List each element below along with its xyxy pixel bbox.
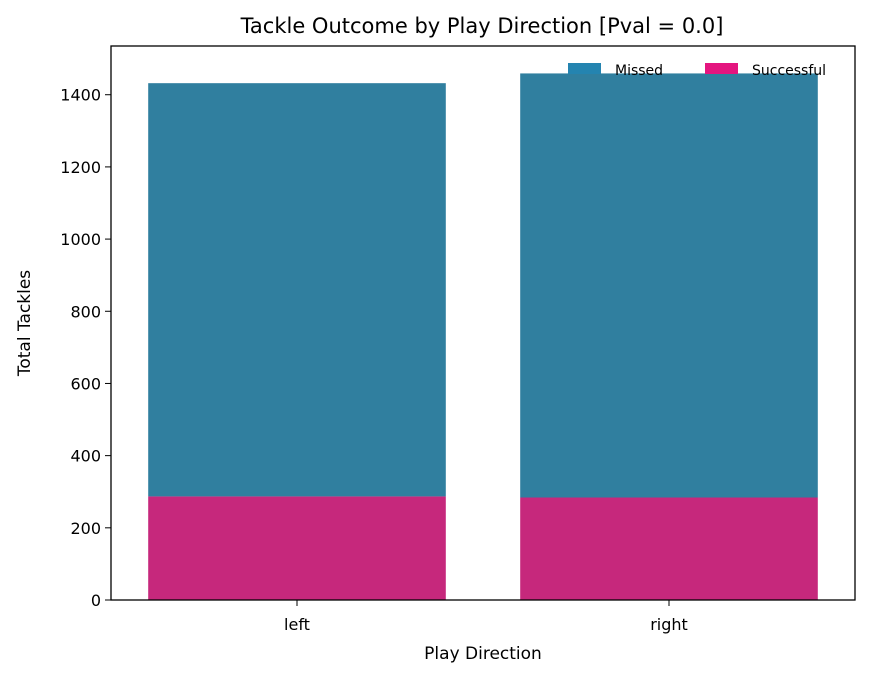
y-tick-label: 600 — [70, 374, 101, 393]
y-tick-label: 800 — [70, 302, 101, 321]
plot-frame — [110, 45, 856, 601]
y-tick-label: 1000 — [60, 230, 101, 249]
legend: Missed Successful — [568, 63, 826, 79]
chart-title: Tackle Outcome by Play Direction [Pval =… — [240, 14, 724, 38]
legend-label-successful: Successful — [752, 63, 826, 79]
y-axis: 0 200 400 600 800 1000 1200 1400 — [60, 86, 111, 610]
plot-area — [148, 73, 818, 600]
legend-swatch-missed — [568, 63, 601, 74]
y-tick-label: 0 — [91, 591, 101, 610]
x-axis: left right — [284, 600, 688, 634]
legend-label-missed: Missed — [615, 63, 663, 79]
y-tick-label: 1400 — [60, 86, 101, 105]
legend-swatch-successful — [705, 63, 738, 74]
y-tick-label: 200 — [70, 519, 101, 538]
y-tick-label: 400 — [70, 447, 101, 466]
bar-missed-right — [520, 73, 818, 498]
x-tick-label-left: left — [284, 615, 310, 634]
bar-successful-left — [148, 496, 446, 600]
y-axis-label: Total Tackles — [15, 270, 35, 377]
bar-successful-right — [520, 497, 818, 600]
x-axis-label: Play Direction — [424, 644, 542, 664]
bar-missed-left — [148, 83, 446, 497]
y-tick-label: 1200 — [60, 158, 101, 177]
x-tick-label-right: right — [650, 615, 688, 634]
